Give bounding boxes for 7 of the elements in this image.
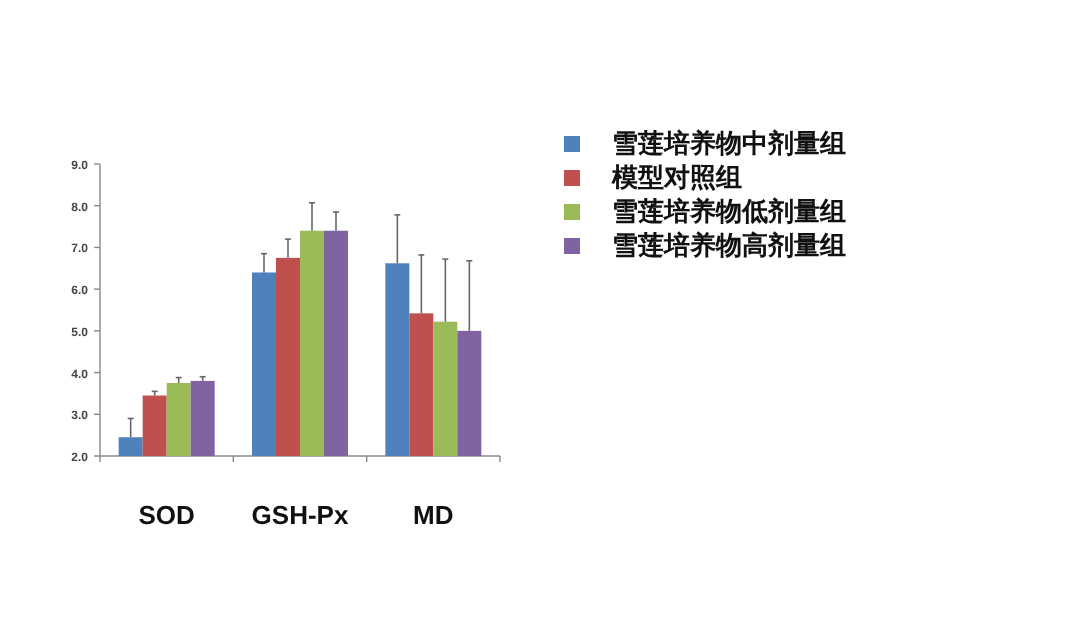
x-tick-label: MD [413, 500, 454, 530]
x-tick-label: SOD [138, 500, 195, 530]
legend-label: 雪莲培养物低剂量组 [612, 196, 846, 226]
legend-label: 模型对照组 [610, 162, 742, 192]
x-tick-label: GSH-Px [251, 500, 350, 530]
legend-label: 雪莲培养物高剂量组 [612, 230, 846, 260]
legend-label: 雪莲培养物中剂量组 [612, 128, 846, 158]
